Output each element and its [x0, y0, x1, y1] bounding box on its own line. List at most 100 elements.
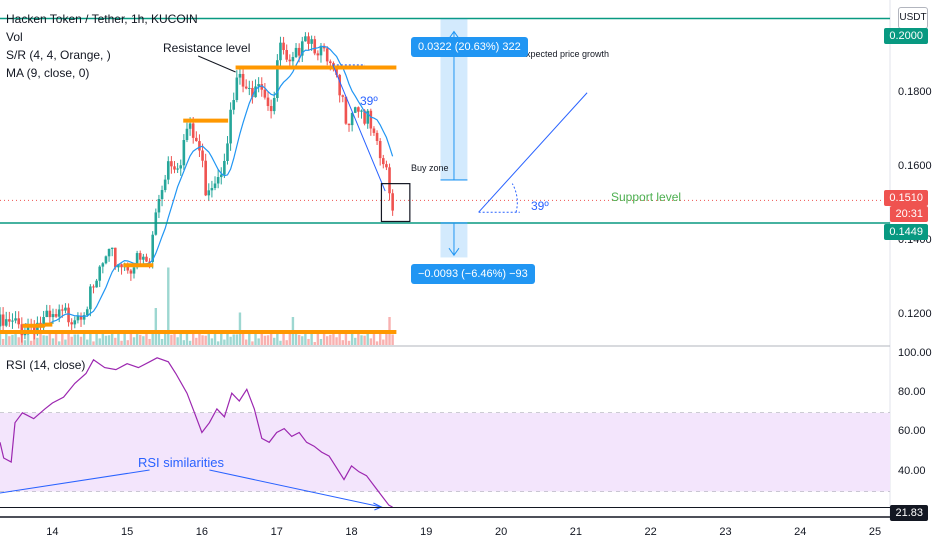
volume-bar [257, 338, 260, 345]
candle-body [85, 309, 89, 316]
expected-growth-label[interactable]: Expected price growth [520, 49, 610, 59]
volume-bar [54, 332, 58, 345]
volume-bar [167, 267, 170, 345]
indicator-sr[interactable]: S/R (4, 4, Orange, ) [6, 48, 111, 62]
rsi-tick-label: 40.00 [898, 464, 926, 477]
volume-bar [123, 332, 126, 345]
volume-bar [110, 333, 114, 345]
volume-bar [354, 337, 357, 345]
volume-bar [1, 338, 5, 345]
candle-body [232, 100, 236, 110]
candle-body [238, 73, 242, 78]
volume-bar [8, 336, 11, 345]
volume-bar [95, 332, 98, 345]
volume-bar [39, 333, 42, 345]
volume-bar [185, 332, 189, 345]
volume-bar [297, 334, 301, 345]
candle-body [260, 84, 264, 90]
buy-zone-label[interactable]: Buy zone [411, 163, 449, 173]
time-tick-label: 24 [794, 526, 807, 538]
volume-bar [135, 334, 139, 345]
measure-down-box[interactable]: −0.0093 (−6.46%) −93 [411, 264, 535, 284]
pair-title[interactable]: Hacken Token / Tether, 1h, KUCOIN [6, 12, 198, 26]
candle-body [157, 199, 161, 213]
candle-body [341, 95, 345, 97]
volume-bar [350, 332, 354, 345]
candle-body [360, 110, 363, 112]
candle-body [198, 141, 201, 151]
price-tick-label: 0.1200 [898, 308, 932, 321]
candle-body [195, 137, 198, 142]
candle-body [285, 50, 288, 60]
rsi-tick-label: 60.00 [898, 425, 926, 438]
candle-body [117, 264, 120, 268]
time-tick-label: 15 [121, 526, 134, 538]
volume-bar [241, 332, 245, 345]
volume-bar [120, 340, 123, 345]
volume-bar [260, 333, 263, 345]
angle-label-down[interactable]: 39º [360, 94, 378, 108]
volume-bar [363, 335, 366, 345]
volume-bar [5, 333, 8, 345]
rsi-current-tag: 21.83 [890, 505, 928, 521]
candle-body [64, 307, 67, 311]
candle-body [54, 314, 58, 317]
volume-bar [391, 334, 394, 345]
volume-bar [51, 338, 55, 345]
volume-bar [319, 338, 323, 345]
time-tick-label: 21 [569, 526, 582, 538]
measure-up-box[interactable]: 0.0322 (20.63%) 322 [411, 37, 528, 57]
rsi-legend[interactable]: RSI (14, close) [6, 358, 86, 372]
candle-body [8, 319, 11, 322]
volume-bar [285, 340, 288, 345]
volume-bar [61, 332, 64, 345]
volume-bar [282, 332, 285, 345]
volume-bar [226, 332, 229, 345]
volume-bar [294, 334, 298, 345]
volume-bar [129, 332, 133, 345]
candle-body [338, 74, 341, 96]
volume-bar [76, 334, 80, 345]
volume-bar [378, 332, 382, 345]
indicator-ma[interactable]: MA (9, close, 0) [6, 66, 90, 80]
support-level-label[interactable]: Support level [611, 190, 682, 204]
candle-body [163, 179, 167, 191]
candle-body [82, 315, 86, 320]
candle-body [151, 234, 154, 262]
candle-body [219, 174, 223, 178]
volume-bar [382, 339, 385, 345]
volume-bar [310, 332, 313, 345]
volume-bar [151, 332, 154, 345]
volume-bar [98, 338, 101, 345]
volume-bar [173, 334, 176, 345]
candle-body [282, 42, 285, 51]
candle-body [145, 256, 148, 262]
indicator-volume[interactable]: Vol [6, 30, 23, 44]
uptrend-projection [478, 92, 588, 213]
currency-button[interactable]: USDT [898, 7, 928, 29]
candle-body [70, 322, 73, 325]
volume-bar [188, 340, 192, 345]
volume-bar [210, 338, 214, 345]
candle-body [120, 264, 123, 268]
volume-bar [73, 334, 76, 345]
time-tick-label: 19 [420, 526, 433, 538]
candle-body [11, 320, 14, 322]
resistance-label[interactable]: Resistance level [163, 41, 251, 55]
candle-body [329, 61, 332, 64]
candle-body [110, 247, 114, 249]
volume-bar [326, 336, 329, 345]
candle-body [104, 256, 108, 264]
rsi-similarities-label[interactable]: RSI similarities [138, 455, 224, 470]
candle-body [176, 168, 179, 170]
candle-body [170, 161, 173, 167]
volume-bar [176, 337, 179, 345]
angle-label-up[interactable]: 39º [531, 199, 549, 213]
candle-body [257, 84, 260, 87]
volume-bar [126, 340, 129, 345]
candle-body [107, 248, 111, 257]
candle-body [95, 280, 98, 288]
volume-bar [139, 334, 142, 345]
volume-bar [142, 336, 145, 345]
